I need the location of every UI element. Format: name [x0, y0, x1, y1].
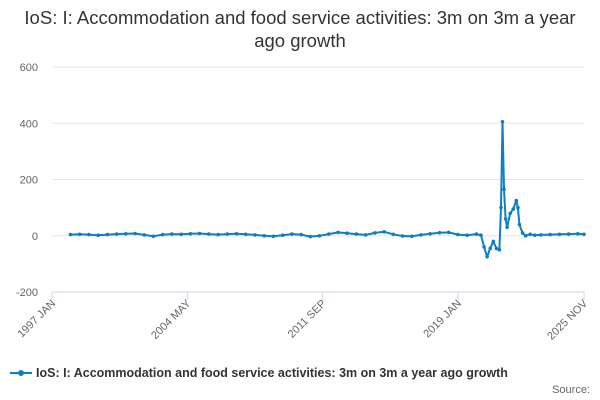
data-point[interactable] — [410, 234, 414, 239]
y-tick-label: 200 — [20, 175, 38, 187]
legend[interactable]: IoS: I: Accommodation and food service a… — [10, 366, 590, 380]
data-point[interactable] — [491, 239, 496, 244]
data-point[interactable] — [494, 246, 499, 251]
data-point[interactable] — [68, 232, 73, 237]
data-point[interactable] — [465, 233, 469, 237]
y-tick-label: 400 — [20, 118, 38, 130]
data-point[interactable] — [428, 232, 433, 236]
data-point[interactable] — [474, 232, 479, 236]
data-point[interactable] — [151, 234, 156, 239]
data-point[interactable] — [548, 232, 552, 237]
data-point[interactable] — [160, 232, 165, 237]
data-point[interactable] — [499, 205, 503, 210]
data-point[interactable] — [317, 234, 322, 238]
data-point[interactable] — [243, 232, 248, 237]
x-axis-ticks: 1997 JAN 2004 MAY 2011 SEP 2019 JAN 2025 NOV — [15, 292, 591, 342]
data-point[interactable] — [400, 234, 405, 238]
data-point[interactable] — [482, 245, 486, 249]
data-point[interactable] — [170, 232, 174, 236]
data-point[interactable] — [197, 231, 202, 236]
data-point[interactable] — [503, 217, 508, 221]
data-point[interactable] — [488, 246, 493, 251]
data-point[interactable] — [419, 233, 423, 237]
legend-line-marker-icon — [10, 370, 32, 376]
data-point[interactable] — [188, 232, 193, 236]
series-group — [68, 120, 586, 259]
data-point[interactable] — [363, 233, 368, 237]
data-point[interactable] — [96, 233, 100, 237]
y-tick-label: -200 — [16, 287, 38, 299]
legend-label: IoS: I: Accommodation and food service a… — [36, 366, 508, 380]
data-point[interactable] — [446, 230, 451, 235]
data-point[interactable] — [382, 230, 386, 234]
data-point[interactable] — [77, 232, 82, 237]
data-point[interactable] — [437, 230, 442, 235]
data-point[interactable] — [539, 233, 543, 237]
data-point[interactable] — [87, 232, 91, 237]
data-point[interactable] — [290, 232, 294, 236]
data-point[interactable] — [216, 232, 220, 237]
data-point[interactable] — [327, 232, 331, 236]
data-point[interactable] — [308, 234, 313, 239]
y-tick-label: 600 — [20, 62, 38, 74]
data-point[interactable] — [105, 232, 110, 237]
data-point[interactable] — [582, 232, 586, 237]
data-point[interactable] — [456, 232, 460, 237]
x-tick-label: 2019 JAN — [421, 298, 464, 341]
data-point[interactable] — [517, 222, 522, 227]
data-point[interactable] — [234, 232, 239, 236]
data-point[interactable] — [485, 254, 489, 259]
x-tick-label: 1997 JAN — [15, 298, 58, 341]
data-point[interactable] — [114, 232, 119, 236]
data-point[interactable] — [528, 232, 532, 237]
data-point[interactable] — [566, 232, 571, 236]
x-tick-label: 2004 MAY — [149, 297, 194, 342]
data-point[interactable] — [500, 120, 505, 124]
data-point[interactable] — [262, 234, 267, 238]
data-point[interactable] — [253, 233, 257, 237]
data-point[interactable] — [373, 231, 377, 235]
data-point[interactable] — [280, 233, 285, 237]
data-point[interactable] — [576, 232, 580, 236]
chart-title: IoS: I: Accommodation and food service a… — [24, 7, 576, 51]
y-axis-ticks: -200 0 200 400 600 — [16, 62, 38, 299]
data-point[interactable] — [523, 234, 528, 238]
data-point[interactable] — [497, 248, 502, 252]
data-point[interactable] — [479, 233, 483, 237]
data-point[interactable] — [299, 232, 303, 237]
data-point[interactable] — [508, 211, 512, 216]
data-point[interactable] — [391, 232, 396, 237]
data-point[interactable] — [533, 233, 537, 237]
data-point[interactable] — [225, 232, 230, 236]
data-point[interactable] — [124, 232, 128, 236]
data-point[interactable] — [557, 232, 562, 237]
data-point[interactable] — [207, 232, 211, 236]
x-tick-label: 2011 SEP — [286, 298, 329, 341]
data-point[interactable] — [142, 233, 147, 237]
data-point[interactable] — [336, 230, 340, 235]
data-point[interactable] — [502, 187, 506, 192]
source-label: Source: — [552, 384, 590, 396]
data-point[interactable] — [505, 225, 509, 230]
data-point[interactable] — [514, 198, 519, 203]
data-point[interactable] — [511, 207, 516, 211]
data-point[interactable] — [520, 231, 525, 235]
data-point[interactable] — [345, 231, 350, 235]
data-point[interactable] — [516, 205, 520, 210]
series-line — [70, 120, 585, 258]
data-point[interactable] — [179, 232, 183, 237]
data-point[interactable] — [133, 231, 137, 236]
y-tick-label: 0 — [32, 231, 38, 243]
x-tick-label: 2025 NOV — [545, 297, 590, 342]
data-point[interactable] — [271, 234, 276, 239]
data-point[interactable] — [354, 232, 359, 236]
